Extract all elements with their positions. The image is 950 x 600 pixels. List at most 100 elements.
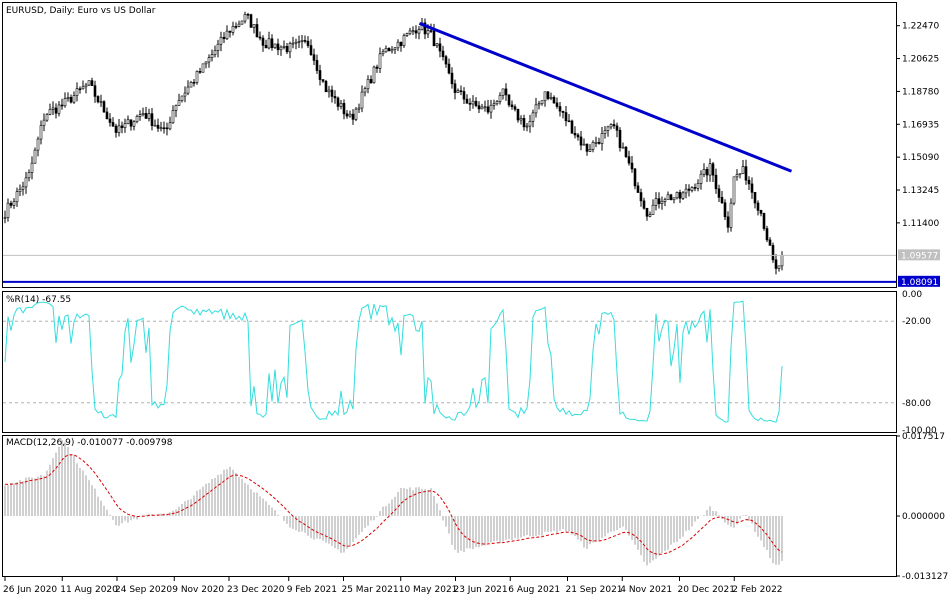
price-tick-label: 1.22470: [902, 22, 939, 32]
candle: [423, 18, 427, 40]
macd-signal-polyline: [4, 454, 783, 555]
macd-label: MACD(12,26,9) -0.010077 -0.009798: [6, 438, 173, 448]
wpr-line: [4, 300, 783, 423]
candle-body: [99, 101, 103, 103]
price-tick-label: 1.15090: [902, 153, 939, 163]
candle-body: [249, 14, 253, 28]
candle: [609, 123, 613, 130]
wpr-pane[interactable]: %R(14) -67.55: [2, 291, 897, 433]
candle: [744, 159, 748, 185]
candle: [531, 109, 535, 128]
candle-body: [168, 122, 172, 130]
candle: [768, 237, 772, 246]
candle: [132, 120, 136, 131]
candle: [216, 39, 220, 58]
candle-body: [501, 88, 505, 96]
candle: [678, 189, 682, 203]
candle-body: [696, 183, 700, 189]
time-tick-label: 10 May 2021: [399, 585, 458, 595]
candle: [153, 119, 157, 127]
candle-body: [372, 66, 376, 84]
candle-body: [384, 48, 388, 53]
support-price-text: 1.08091: [901, 278, 938, 288]
candle-body: [456, 90, 460, 93]
candle-body: [273, 43, 277, 49]
candle: [6, 198, 10, 222]
candle: [633, 168, 637, 190]
candle: [252, 24, 256, 34]
candle-body: [585, 143, 589, 152]
candle-body: [606, 126, 610, 131]
candle-body: [207, 57, 211, 63]
candle: [489, 99, 493, 119]
candle-body: [660, 201, 664, 205]
candle: [417, 26, 421, 40]
candle-body: [84, 84, 88, 88]
candle: [612, 119, 616, 129]
candle-body: [300, 40, 304, 42]
candle: [30, 156, 34, 180]
candle: [534, 97, 538, 118]
candle: [123, 118, 127, 133]
candle: [642, 197, 646, 210]
candle-body: [543, 91, 547, 102]
candle-body: [105, 111, 109, 120]
candle: [354, 107, 358, 122]
candle: [63, 92, 67, 108]
candle: [588, 144, 592, 152]
candle-body: [627, 156, 631, 164]
candle-body: [462, 91, 466, 100]
candle: [204, 61, 208, 69]
candle: [537, 100, 541, 110]
candle: [702, 163, 706, 178]
candle-body: [345, 113, 349, 117]
candle: [378, 47, 382, 74]
candle: [444, 54, 448, 68]
candle-body: [480, 106, 484, 110]
candle-body: [720, 197, 724, 203]
candle: [750, 177, 754, 199]
price-pane[interactable]: EURUSD, Daily: Euro vs US Dollar: [2, 2, 897, 288]
wpr-polyline: [4, 300, 783, 423]
time-tick-label: 23 Jun 2021: [453, 585, 507, 595]
candle: [669, 193, 673, 201]
candle-body: [438, 43, 442, 52]
time-tick-label: 23 Dec 2020: [227, 585, 285, 595]
candle: [147, 108, 151, 122]
candle-body: [363, 88, 367, 93]
current-price-text: 1.09577: [901, 251, 938, 261]
candle-body: [351, 113, 355, 120]
candle: [393, 47, 397, 55]
candle: [327, 85, 331, 98]
candle-body: [66, 97, 70, 99]
candle-body: [537, 103, 541, 106]
time-tick-label: 9 Nov 2020: [172, 585, 224, 595]
wpr-tick-label: 0.00: [902, 290, 922, 300]
wpr-tick-label: -100.00: [902, 426, 937, 436]
candle: [606, 125, 610, 137]
candle-body: [360, 91, 364, 109]
candle-body: [279, 46, 283, 51]
candle: [276, 38, 280, 56]
candle-body: [774, 259, 778, 269]
candle-body: [267, 38, 271, 49]
downtrend-line[interactable]: [418, 21, 793, 173]
candle-body: [483, 106, 487, 109]
candle: [408, 27, 412, 36]
candle: [69, 94, 73, 104]
candle: [519, 115, 523, 125]
candle-body: [123, 123, 127, 128]
candle-body: [612, 124, 616, 127]
candle-body: [765, 228, 769, 241]
candle-body: [54, 107, 58, 114]
candle: [552, 95, 556, 104]
candle: [348, 110, 352, 118]
candle: [39, 120, 43, 145]
candle-body: [81, 86, 85, 90]
candle-body: [738, 173, 742, 175]
macd-pane[interactable]: MACD(12,26,9) -0.010077 -0.009798: [2, 435, 897, 577]
candle: [696, 179, 700, 192]
candle-body: [69, 97, 73, 103]
candle: [234, 22, 238, 30]
candle-body: [486, 106, 490, 113]
